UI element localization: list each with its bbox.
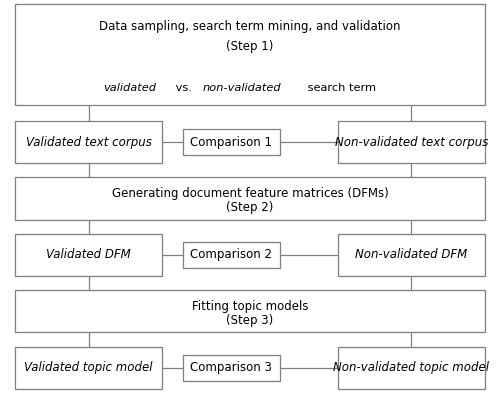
Bar	[338, 234, 485, 276]
Text: Non-validated text corpus: Non-validated text corpus	[334, 135, 488, 149]
Text: Comparison 1: Comparison 1	[190, 135, 272, 149]
Text: Data sampling, search term mining, and validation: Data sampling, search term mining, and v…	[99, 20, 401, 33]
Text: Non-validated DFM: Non-validated DFM	[355, 248, 468, 262]
Text: Comparison 3: Comparison 3	[190, 361, 272, 374]
Bar	[182, 242, 280, 268]
Text: Generating document feature matrices (DFMs): Generating document feature matrices (DF…	[112, 187, 388, 200]
Bar	[338, 121, 485, 163]
Text: (Step 3): (Step 3)	[226, 314, 274, 327]
Text: non-validated: non-validated	[202, 83, 281, 93]
Text: Non-validated topic model: Non-validated topic model	[333, 361, 489, 374]
Text: (Step 2): (Step 2)	[226, 201, 274, 214]
Text: Validated topic model: Validated topic model	[24, 361, 153, 374]
Bar	[15, 290, 485, 332]
Text: search term: search term	[304, 83, 376, 93]
Text: Validated DFM: Validated DFM	[46, 248, 131, 262]
Text: Validated text corpus: Validated text corpus	[26, 135, 152, 149]
Text: vs.: vs.	[172, 83, 196, 93]
Bar	[15, 4, 485, 105]
Bar	[338, 347, 485, 389]
Text: (Step 1): (Step 1)	[226, 40, 274, 53]
Text: Comparison 2: Comparison 2	[190, 248, 272, 262]
Text: validated: validated	[104, 83, 156, 93]
Text: Fitting topic models: Fitting topic models	[192, 300, 308, 313]
Bar	[182, 129, 280, 155]
Bar	[15, 234, 163, 276]
Bar	[15, 121, 163, 163]
Bar	[15, 347, 163, 389]
Bar	[182, 355, 280, 381]
Bar	[15, 177, 485, 220]
